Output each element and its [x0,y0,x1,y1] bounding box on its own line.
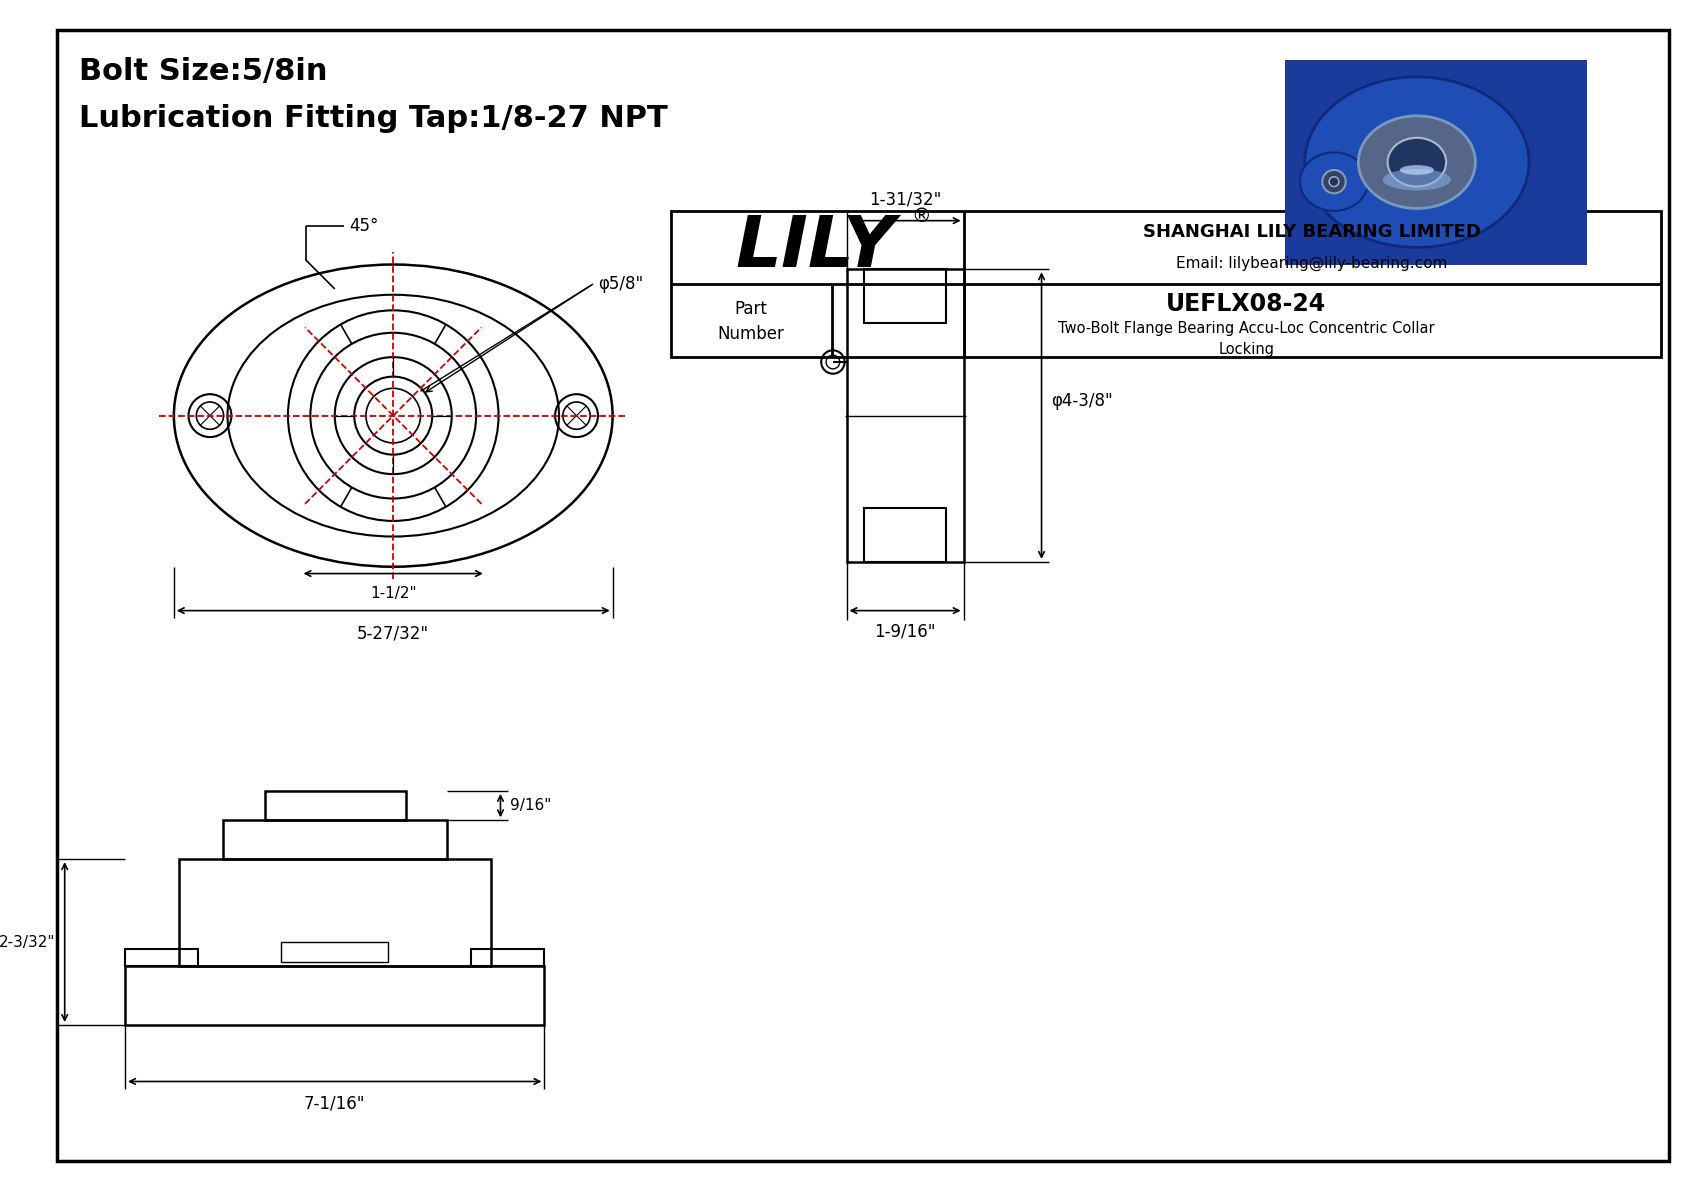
Bar [864,269,946,323]
Text: 45°: 45° [349,217,379,235]
Text: 1-9/16": 1-9/16" [874,623,936,641]
Bar [864,509,946,562]
Text: 1-1/2": 1-1/2" [370,586,416,601]
Text: LILY: LILY [736,213,896,282]
Ellipse shape [1359,116,1475,208]
Bar [179,859,490,966]
Text: Bolt Size:5/8in: Bolt Size:5/8in [79,57,328,86]
Bar [125,949,199,966]
Bar [222,821,446,859]
Circle shape [1329,176,1339,187]
Text: 5-27/32": 5-27/32" [357,624,429,642]
Text: 7-1/16": 7-1/16" [305,1095,365,1112]
Bar [472,949,544,966]
Text: φ5/8": φ5/8" [598,275,643,293]
Ellipse shape [1383,169,1452,191]
Bar [1285,60,1588,264]
Bar [264,791,406,821]
Bar [672,211,1660,357]
Bar [125,966,544,1025]
Circle shape [1322,170,1346,193]
Text: 2-3/32": 2-3/32" [0,935,56,949]
Text: Part
Number: Part Number [717,300,785,343]
Ellipse shape [1300,152,1367,211]
Text: Lubrication Fitting Tap:1/8-27 NPT: Lubrication Fitting Tap:1/8-27 NPT [79,104,669,132]
Text: 1-31/32": 1-31/32" [869,191,941,208]
Text: 9/16": 9/16" [510,798,552,813]
Ellipse shape [1305,77,1529,248]
Text: Email: lilybearing@lily-bearing.com: Email: lilybearing@lily-bearing.com [1175,256,1447,272]
Text: UEFLX08-24: UEFLX08-24 [1167,292,1327,316]
Ellipse shape [1388,138,1447,187]
Bar [847,269,963,562]
Text: SHANGHAI LILY BEARING LIMITED: SHANGHAI LILY BEARING LIMITED [1143,224,1480,242]
Bar [281,942,389,961]
Text: φ4-3/8": φ4-3/8" [1051,392,1113,410]
Ellipse shape [1399,166,1435,175]
Text: ®: ® [911,207,931,226]
Text: Two-Bolt Flange Bearing Accu-Loc Concentric Collar
Locking: Two-Bolt Flange Bearing Accu-Loc Concent… [1058,320,1435,356]
